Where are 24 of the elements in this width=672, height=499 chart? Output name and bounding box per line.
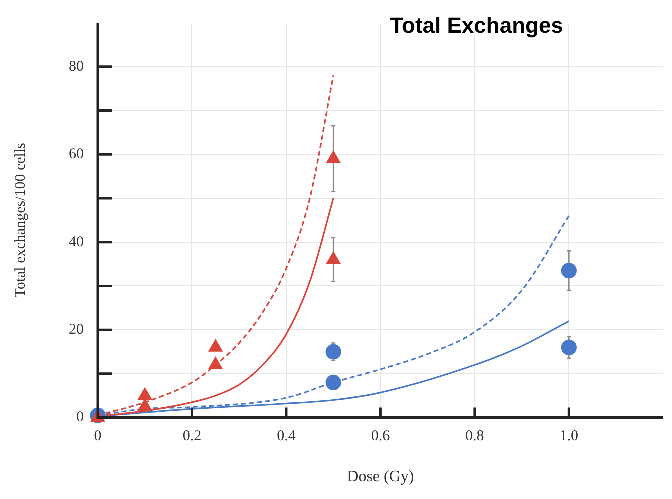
y-tick-label: 0 <box>76 410 84 426</box>
point <box>561 263 577 279</box>
point <box>326 374 342 391</box>
point <box>138 388 152 400</box>
point <box>326 252 340 264</box>
point <box>326 344 342 360</box>
y-tick-label: 20 <box>69 322 84 338</box>
x-tick-label: 0 <box>94 428 102 445</box>
point <box>561 340 577 356</box>
y-tick-label: 40 <box>69 234 84 250</box>
y-tick-label: 80 <box>69 58 84 75</box>
x-tick-label: 0.6 <box>371 428 391 445</box>
y-tick-label: 60 <box>69 146 84 163</box>
point <box>326 151 340 164</box>
point <box>138 399 152 412</box>
y-axis-title: Total exchanges/100 cells <box>12 142 29 298</box>
x-tick-label: 0.8 <box>466 428 484 445</box>
chart-title: Total Exchanges <box>390 13 564 38</box>
x-tick-label: 0.2 <box>182 428 202 445</box>
x-tick-label: 0.4 <box>277 428 296 445</box>
x-axis-title: Dose (Gy) <box>347 468 414 486</box>
x-tick-label: 1.0 <box>560 428 579 445</box>
point <box>208 357 223 370</box>
point <box>208 340 223 352</box>
